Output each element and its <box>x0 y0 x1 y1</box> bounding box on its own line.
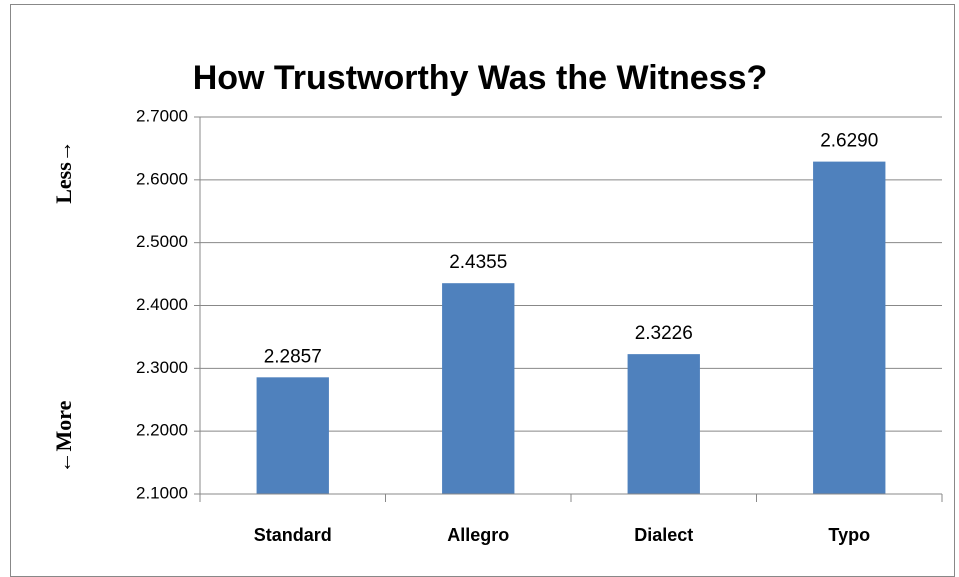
x-tick-label: Typo <box>828 525 870 545</box>
bar <box>256 377 329 494</box>
bar <box>813 161 886 494</box>
data-label: 2.2857 <box>264 346 322 367</box>
x-tick-label: Allegro <box>447 525 509 545</box>
y-tick-label: 2.2000 <box>136 421 188 440</box>
y-tick-label: 2.1000 <box>136 483 188 502</box>
x-tick-label: Standard <box>254 525 332 545</box>
y-tick-label: 2.5000 <box>136 232 188 251</box>
data-label: 2.4355 <box>449 252 507 273</box>
y-tick-label: 2.6000 <box>136 169 188 188</box>
data-label: 2.3226 <box>635 323 693 344</box>
y-tick-label: 2.3000 <box>136 358 188 377</box>
y-annotation-less: Less→ <box>51 140 76 204</box>
x-tick-label: Dialect <box>634 525 693 545</box>
y-tick-label: 2.7000 <box>136 106 188 125</box>
bar <box>627 354 700 494</box>
y-annotation-more: ←More <box>51 400 76 473</box>
bar <box>442 283 515 494</box>
chart-title: How Trustworthy Was the Witness? <box>193 59 768 97</box>
y-tick-label: 2.4000 <box>136 295 188 314</box>
data-label: 2.6290 <box>820 131 878 152</box>
